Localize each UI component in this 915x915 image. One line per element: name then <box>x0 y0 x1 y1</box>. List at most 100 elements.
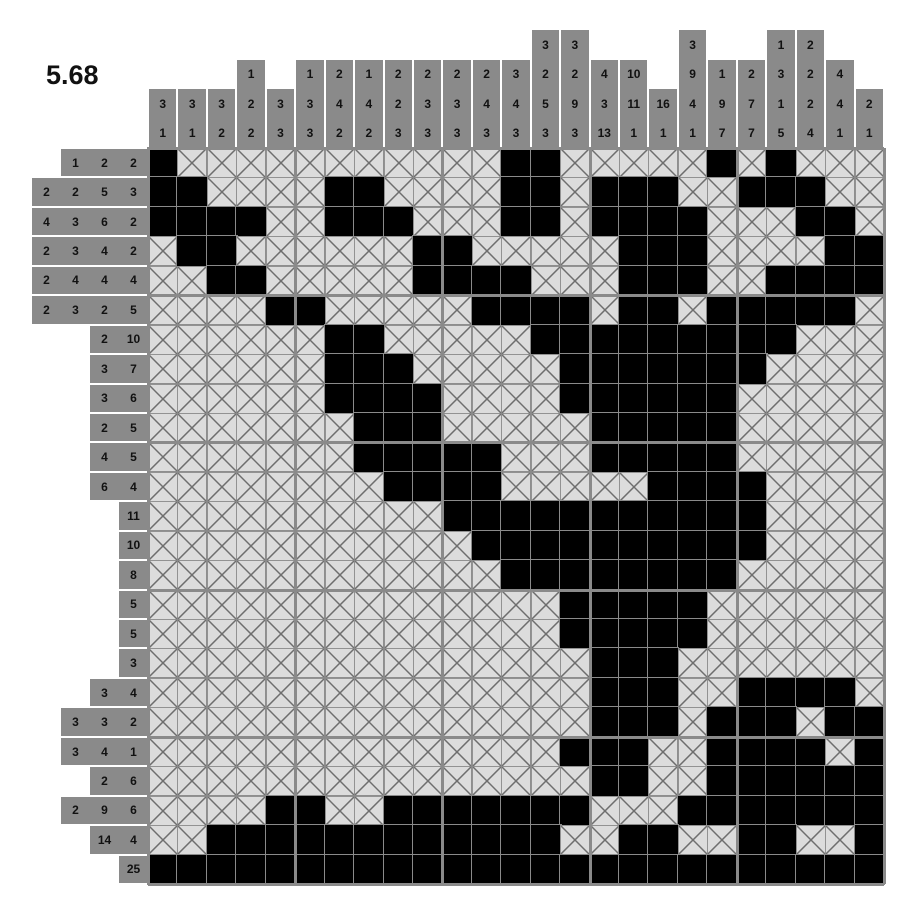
grid-cell-filled[interactable] <box>353 411 386 444</box>
grid-cell-filled[interactable] <box>559 500 592 533</box>
grid-cell-crossed[interactable] <box>206 736 237 767</box>
grid-cell-filled[interactable] <box>588 500 621 533</box>
grid-cell-crossed[interactable] <box>177 471 208 502</box>
grid-cell-crossed[interactable] <box>530 442 561 473</box>
grid-cell-crossed[interactable] <box>471 383 502 414</box>
grid-cell-filled[interactable] <box>470 441 503 474</box>
grid-cell-crossed[interactable] <box>471 148 502 178</box>
grid-cell-crossed[interactable] <box>177 442 208 473</box>
grid-cell-crossed[interactable] <box>236 177 267 208</box>
grid-cell-filled[interactable] <box>765 794 798 827</box>
grid-cell-filled[interactable] <box>735 176 768 209</box>
grid-cell-crossed[interactable] <box>530 736 561 767</box>
grid-cell-filled[interactable] <box>353 382 386 415</box>
grid-cell-crossed[interactable] <box>236 471 267 502</box>
grid-cell-crossed[interactable] <box>324 589 355 620</box>
grid-cell-crossed[interactable] <box>560 648 591 679</box>
grid-cell-filled[interactable] <box>382 382 415 415</box>
grid-cell-crossed[interactable] <box>412 707 443 738</box>
grid-cell-filled[interactable] <box>853 794 886 827</box>
grid-cell-filled[interactable] <box>824 205 857 238</box>
grid-cell-filled[interactable] <box>647 235 680 268</box>
grid-cell-crossed[interactable] <box>236 236 267 267</box>
grid-cell-filled[interactable] <box>323 382 356 415</box>
grid-cell-filled[interactable] <box>618 205 650 238</box>
grid-cell-crossed[interactable] <box>501 766 532 797</box>
grid-cell-crossed[interactable] <box>501 707 532 738</box>
grid-cell-filled[interactable] <box>205 235 238 268</box>
grid-cell-crossed[interactable] <box>383 501 414 532</box>
grid-cell-crossed[interactable] <box>177 295 208 326</box>
grid-cell-filled[interactable] <box>353 176 386 209</box>
grid-cell-crossed[interactable] <box>295 354 326 385</box>
grid-cell-filled[interactable] <box>765 294 798 327</box>
grid-cell-crossed[interactable] <box>148 265 178 296</box>
grid-cell-crossed[interactable] <box>265 530 296 561</box>
grid-cell-crossed[interactable] <box>148 825 178 856</box>
grid-cell-filled[interactable] <box>500 500 533 533</box>
grid-cell-crossed[interactable] <box>265 265 296 296</box>
grid-cell-filled[interactable] <box>529 205 562 238</box>
grid-cell-crossed[interactable] <box>825 148 856 178</box>
grid-cell-crossed[interactable] <box>530 677 561 708</box>
grid-cell-crossed[interactable] <box>825 589 856 620</box>
grid-cell-crossed[interactable] <box>148 295 178 326</box>
grid-cell-crossed[interactable] <box>177 589 208 620</box>
grid-cell-crossed[interactable] <box>442 589 473 620</box>
grid-cell-crossed[interactable] <box>736 442 767 473</box>
grid-cell-filled[interactable] <box>618 353 650 386</box>
grid-cell-crossed[interactable] <box>354 148 385 178</box>
grid-cell-crossed[interactable] <box>383 648 414 679</box>
grid-cell-filled[interactable] <box>735 294 768 327</box>
grid-cell-crossed[interactable] <box>648 148 679 178</box>
grid-cell-crossed[interactable] <box>825 383 856 414</box>
grid-cell-crossed[interactable] <box>206 766 237 797</box>
grid-cell-crossed[interactable] <box>236 412 267 443</box>
grid-cell-crossed[interactable] <box>854 677 885 708</box>
grid-cell-filled[interactable] <box>794 853 827 886</box>
grid-cell-filled[interactable] <box>382 794 415 827</box>
grid-cell-crossed[interactable] <box>560 766 591 797</box>
grid-cell-crossed[interactable] <box>354 501 385 532</box>
grid-cell-filled[interactable] <box>676 618 709 650</box>
grid-cell-crossed[interactable] <box>766 471 797 502</box>
grid-cell-filled[interactable] <box>647 559 680 592</box>
grid-cell-filled[interactable] <box>529 323 562 356</box>
grid-cell-crossed[interactable] <box>766 412 797 443</box>
grid-cell-filled[interactable] <box>323 205 356 238</box>
grid-cell-crossed[interactable] <box>354 677 385 708</box>
grid-cell-crossed[interactable] <box>854 206 885 237</box>
grid-cell-filled[interactable] <box>411 264 444 297</box>
grid-cell-crossed[interactable] <box>236 589 267 620</box>
grid-cell-filled[interactable] <box>588 676 621 709</box>
grid-cell-filled[interactable] <box>588 205 621 238</box>
grid-cell-crossed[interactable] <box>354 560 385 591</box>
grid-cell-crossed[interactable] <box>412 177 443 208</box>
grid-cell-crossed[interactable] <box>707 825 738 856</box>
grid-cell-filled[interactable] <box>441 470 474 503</box>
grid-cell-filled[interactable] <box>500 147 533 179</box>
grid-cell-filled[interactable] <box>676 411 709 444</box>
grid-cell-crossed[interactable] <box>589 148 620 178</box>
grid-cell-filled[interactable] <box>824 706 857 739</box>
grid-cell-filled[interactable] <box>794 765 827 798</box>
grid-cell-filled[interactable] <box>647 411 680 444</box>
grid-cell-filled[interactable] <box>559 559 592 592</box>
grid-cell-crossed[interactable] <box>825 736 856 767</box>
grid-cell-crossed[interactable] <box>471 206 502 237</box>
grid-cell-crossed[interactable] <box>265 177 296 208</box>
grid-cell-filled[interactable] <box>411 853 444 886</box>
grid-cell-filled[interactable] <box>647 205 680 238</box>
grid-cell-crossed[interactable] <box>206 795 237 826</box>
grid-cell-filled[interactable] <box>147 853 179 886</box>
grid-cell-crossed[interactable] <box>854 471 885 502</box>
grid-cell-filled[interactable] <box>323 853 356 886</box>
grid-cell-filled[interactable] <box>765 765 798 798</box>
grid-cell-filled[interactable] <box>382 353 415 386</box>
grid-cell-filled[interactable] <box>618 559 650 592</box>
grid-cell-filled[interactable] <box>588 706 621 739</box>
grid-cell-crossed[interactable] <box>619 471 649 502</box>
grid-cell-crossed[interactable] <box>501 677 532 708</box>
grid-cell-filled[interactable] <box>618 588 650 621</box>
grid-cell-filled[interactable] <box>470 294 503 327</box>
